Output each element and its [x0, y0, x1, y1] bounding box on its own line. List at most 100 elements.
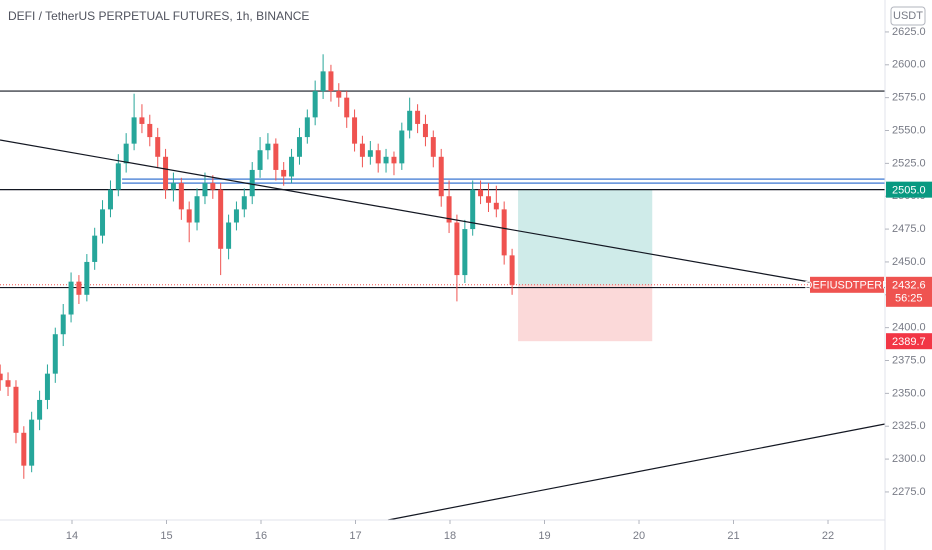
- candle-body: [273, 143, 279, 170]
- candle-body: [501, 209, 507, 256]
- candle-body: [84, 261, 90, 295]
- candle-body: [202, 183, 208, 197]
- candle-body: [391, 156, 397, 164]
- candle-body: [170, 183, 176, 190]
- candle-body: [509, 255, 515, 285]
- candle-body: [5, 380, 11, 387]
- candle-body: [131, 117, 137, 144]
- x-tick-label: 22: [822, 530, 834, 542]
- candle-body: [155, 137, 161, 157]
- y-tick-label: 2300.0: [892, 453, 926, 465]
- x-tick-label: 20: [633, 530, 645, 542]
- candle-body: [249, 169, 255, 197]
- candle-body: [289, 156, 295, 177]
- currency-box[interactable]: [890, 6, 926, 26]
- candle-body: [336, 91, 342, 98]
- candle-body: [100, 209, 106, 236]
- candle-body: [407, 110, 413, 131]
- candle-body: [178, 183, 184, 210]
- candle-body: [454, 222, 460, 276]
- y-tick-label: 2375.0: [892, 354, 926, 366]
- last-price-label: 2432.6: [892, 280, 926, 292]
- candle-body: [415, 110, 421, 124]
- candle-body: [462, 229, 468, 276]
- y-tick-label: 2450.0: [892, 256, 926, 268]
- symbol-tag-label: DEFIUSDTPERP: [805, 280, 890, 292]
- symbol-tag: [810, 276, 884, 293]
- x-tick-label: 14: [66, 530, 78, 542]
- candle-body: [76, 281, 82, 295]
- candle-body: [399, 130, 405, 164]
- candle-body: [344, 97, 350, 118]
- y-tick-label: 2400.0: [892, 322, 926, 334]
- y-tick-label: 2350.0: [892, 387, 926, 399]
- candle-body: [37, 399, 43, 420]
- price-tags: 2505.02430.52389.7DEFIUSDTPERP2432.656:2…: [805, 181, 932, 350]
- profit-zone: [518, 189, 653, 285]
- last-price-tag: [886, 276, 932, 307]
- candle-body: [92, 235, 98, 262]
- x-tick-label: 21: [727, 530, 739, 542]
- price-tag: [886, 181, 932, 198]
- candle-body: [446, 196, 452, 223]
- candle-body: [21, 432, 27, 466]
- trend-line: [0, 139, 811, 283]
- x-tick-label: 19: [538, 530, 550, 542]
- candle-body: [123, 143, 129, 164]
- candle-body: [328, 71, 334, 92]
- candle-body: [226, 222, 232, 249]
- candle-body: [0, 373, 3, 381]
- candle-body: [383, 156, 389, 164]
- candle-body: [430, 137, 436, 157]
- candle-body: [422, 123, 428, 138]
- candle-body: [233, 209, 239, 223]
- price-tag: [886, 333, 932, 350]
- y-tick-label: 2325.0: [892, 420, 926, 432]
- candle-body: [186, 209, 192, 223]
- currency[interactable]: USDT: [893, 10, 923, 22]
- candle-body: [281, 169, 287, 177]
- candle-body: [470, 189, 476, 230]
- candle-body: [210, 183, 216, 190]
- candle-body: [485, 196, 491, 203]
- y-tick-label: 2475.0: [892, 223, 926, 235]
- candle-body: [265, 143, 271, 151]
- loss-zone: [518, 284, 653, 342]
- x-tick-label: 18: [444, 530, 456, 542]
- candle-body: [13, 386, 19, 433]
- candle-body: [312, 91, 318, 118]
- candle-body: [375, 150, 381, 164]
- y-tick-label: 2625.0: [892, 26, 926, 38]
- candle-body: [139, 117, 145, 124]
- candle-body: [352, 117, 358, 144]
- candle-body: [296, 137, 302, 157]
- candle-body: [493, 202, 499, 210]
- candle-body: [115, 163, 121, 190]
- y-tick-label: 2575.0: [892, 92, 926, 104]
- price-tag-label: 2505.0: [892, 185, 926, 197]
- candle-body: [438, 156, 444, 197]
- candle-body: [60, 314, 66, 335]
- x-tick-label: 16: [255, 530, 267, 542]
- candle-body: [218, 189, 224, 249]
- candle-body: [163, 156, 169, 190]
- candle-body: [359, 143, 365, 157]
- plot-area: [0, 54, 885, 479]
- candle-body: [44, 373, 50, 400]
- candle-body: [68, 281, 74, 315]
- price-tag-label: 2389.7: [892, 336, 926, 348]
- y-tick-label: 2525.0: [892, 157, 926, 169]
- candle-body: [478, 189, 484, 197]
- candle-body: [241, 196, 247, 210]
- trend-line: [387, 423, 886, 521]
- axes: 2275.02300.02325.02350.02375.02400.02425…: [66, 26, 926, 542]
- candle-body: [147, 123, 153, 138]
- countdown: 56:25: [895, 293, 923, 305]
- x-tick-label: 15: [160, 530, 172, 542]
- y-tick-label: 2600.0: [892, 59, 926, 71]
- candle-body: [194, 196, 200, 223]
- y-tick-label: 2275.0: [892, 486, 926, 498]
- candle-body: [257, 150, 263, 170]
- candle-body: [52, 334, 58, 374]
